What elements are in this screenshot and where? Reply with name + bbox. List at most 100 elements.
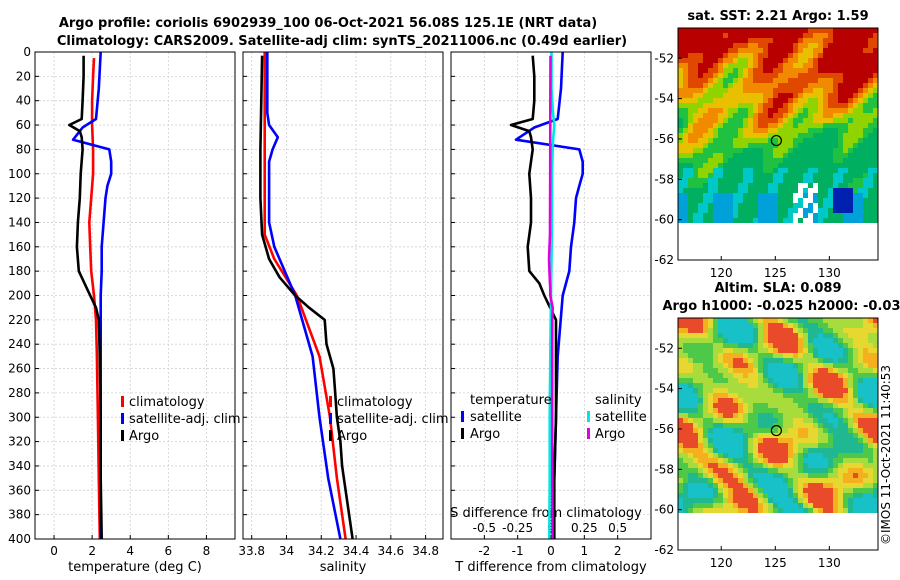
map-cell (838, 323, 843, 328)
map-cell (703, 388, 708, 393)
map-cell (803, 103, 808, 108)
map-cell (798, 128, 803, 133)
map-cell (733, 183, 738, 188)
map-cell (843, 458, 848, 463)
map-cell (853, 433, 858, 438)
map-cell (773, 163, 778, 168)
map-cell (743, 353, 748, 358)
map-cell (823, 438, 828, 443)
map-cell (718, 148, 723, 153)
map-cell (823, 158, 828, 163)
map-cell (718, 188, 723, 193)
map-cell (873, 378, 878, 383)
map-cell (843, 118, 848, 123)
map-cell (728, 453, 733, 458)
map-cell (713, 218, 718, 223)
map-cell (688, 438, 693, 443)
map-cell (708, 478, 713, 483)
map-cell (718, 473, 723, 478)
map-cell (768, 138, 773, 143)
map-cell (838, 193, 843, 198)
map-cell (713, 458, 718, 463)
map-cell (683, 33, 688, 38)
map-cell (833, 343, 838, 348)
map-cell (803, 128, 808, 133)
map-cell (723, 218, 728, 223)
map-cell (868, 78, 873, 83)
map-cell (708, 488, 713, 493)
map-cell (688, 108, 693, 113)
plot-frame (34, 51, 236, 540)
map-cell (698, 203, 703, 208)
map-cell (858, 93, 863, 98)
map-cell (743, 488, 748, 493)
map-cell (773, 208, 778, 213)
map-cell (773, 178, 778, 183)
map-cell (868, 88, 873, 93)
map-cell (688, 28, 693, 33)
map-cell (718, 348, 723, 353)
map-cell (873, 493, 878, 498)
map-cell (758, 488, 763, 493)
map-cell (738, 83, 743, 88)
map-cell (808, 498, 813, 503)
map-cell (723, 498, 728, 503)
map-cell (798, 408, 803, 413)
map-cell (728, 428, 733, 433)
map-cell (848, 498, 853, 503)
map-cell (773, 58, 778, 63)
map-cell (693, 183, 698, 188)
map-cell (678, 338, 683, 343)
map-y-tick-label: -54 (654, 382, 674, 396)
map-cell (703, 133, 708, 138)
map-cell (838, 408, 843, 413)
map-cell (853, 318, 858, 323)
map-cell (698, 58, 703, 63)
map-cell (763, 118, 768, 123)
map-cell (873, 203, 878, 208)
map-cell (798, 438, 803, 443)
map-cell (818, 168, 823, 173)
map-cell (803, 503, 808, 508)
map-cell (698, 213, 703, 218)
map-cell (823, 68, 828, 73)
map-cell (713, 93, 718, 98)
map-cell (773, 333, 778, 338)
map-cell (813, 478, 818, 483)
map-cell (733, 418, 738, 423)
map-cell (833, 123, 838, 128)
map-cell (868, 118, 873, 123)
map-cell (858, 338, 863, 343)
map-cell (748, 213, 753, 218)
map-cell (688, 198, 693, 203)
map-cell (858, 418, 863, 423)
map-cell (858, 373, 863, 378)
map-cell (833, 393, 838, 398)
map-y-tick-label: -56 (654, 422, 674, 436)
map-cell (678, 408, 683, 413)
map-cell (828, 378, 833, 383)
map-cell (783, 483, 788, 488)
map-cell (818, 188, 823, 193)
map-cell (678, 488, 683, 493)
map-cell (818, 93, 823, 98)
map-cell (798, 38, 803, 43)
map-cell (833, 318, 838, 323)
map-cell (728, 153, 733, 158)
map-cell (723, 48, 728, 53)
map-cell (828, 148, 833, 153)
map-cell (838, 378, 843, 383)
map-cell (763, 28, 768, 33)
map-cell (833, 413, 838, 418)
map-cell (723, 403, 728, 408)
map-cell (763, 183, 768, 188)
map-cell (803, 138, 808, 143)
map-cell (758, 168, 763, 173)
map-cell (853, 58, 858, 63)
map-cell (818, 193, 823, 198)
map-cell (738, 413, 743, 418)
map-cell (708, 38, 713, 43)
map-cell (708, 418, 713, 423)
map-cell (818, 403, 823, 408)
map-cell (718, 338, 723, 343)
